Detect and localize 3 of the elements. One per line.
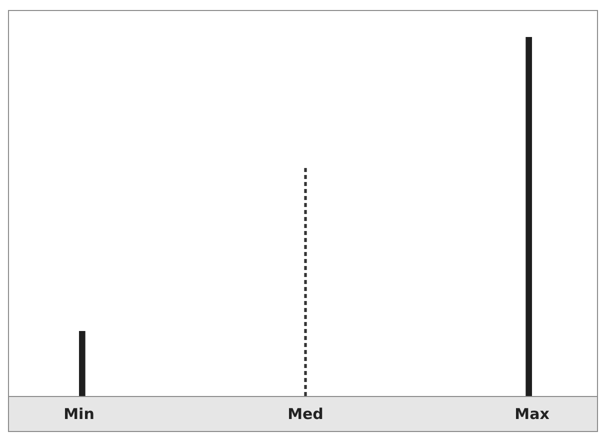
x-tick-label: Min <box>64 404 94 423</box>
x-tick-label: Med <box>288 404 324 423</box>
x-tick-label: Max <box>514 404 550 423</box>
